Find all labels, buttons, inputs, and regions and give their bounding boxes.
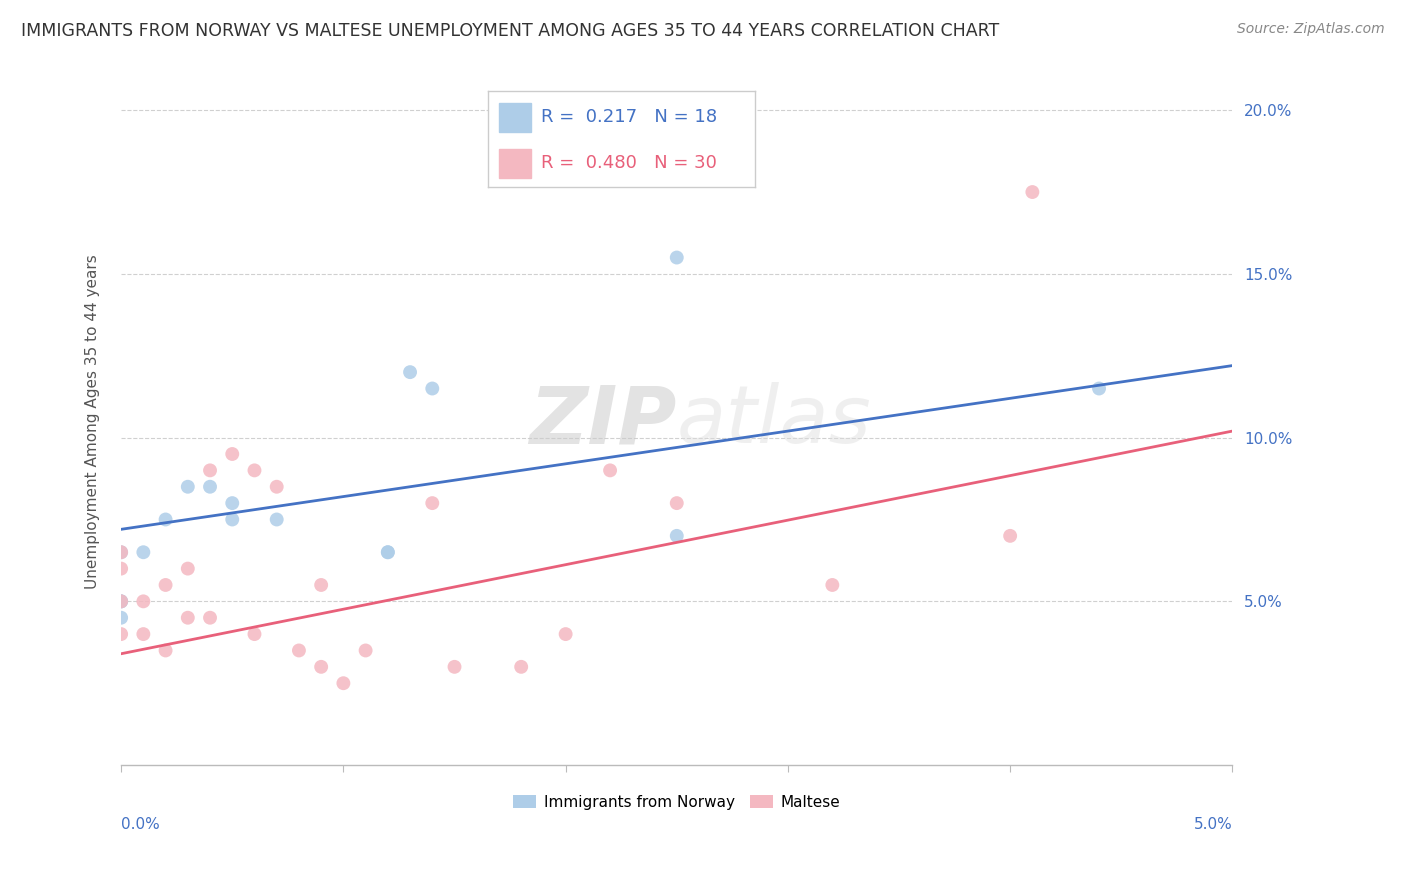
Point <box>132 627 155 641</box>
Text: 5.0%: 5.0% <box>1194 817 1233 832</box>
Point <box>288 643 311 657</box>
Point <box>554 627 576 641</box>
Point <box>198 611 221 625</box>
Point <box>198 480 221 494</box>
Point <box>665 251 688 265</box>
Point <box>110 545 132 559</box>
Point <box>420 496 443 510</box>
Point <box>243 627 266 641</box>
Text: IMMIGRANTS FROM NORWAY VS MALTESE UNEMPLOYMENT AMONG AGES 35 TO 44 YEARS CORRELA: IMMIGRANTS FROM NORWAY VS MALTESE UNEMPL… <box>21 22 1000 40</box>
Point <box>309 578 332 592</box>
Point <box>243 463 266 477</box>
Text: Source: ZipAtlas.com: Source: ZipAtlas.com <box>1237 22 1385 37</box>
Point <box>998 529 1021 543</box>
Text: atlas: atlas <box>676 383 872 460</box>
Point <box>110 594 132 608</box>
Point <box>177 480 200 494</box>
Point <box>155 643 177 657</box>
Point <box>332 676 354 690</box>
Point <box>155 578 177 592</box>
Point <box>266 480 288 494</box>
Point <box>821 578 844 592</box>
Point <box>665 496 688 510</box>
Point <box>354 643 377 657</box>
Point <box>198 463 221 477</box>
Point <box>377 545 399 559</box>
Point <box>510 660 533 674</box>
Point <box>420 382 443 396</box>
Point <box>1088 382 1111 396</box>
Point <box>665 529 688 543</box>
Point <box>377 545 399 559</box>
Point <box>110 561 132 575</box>
Point <box>110 594 132 608</box>
Point <box>599 463 621 477</box>
Point <box>221 447 243 461</box>
Point <box>155 512 177 526</box>
Point <box>177 611 200 625</box>
Point <box>132 545 155 559</box>
Point <box>110 627 132 641</box>
Point <box>110 594 132 608</box>
Point <box>132 594 155 608</box>
Point <box>110 545 132 559</box>
Legend: Immigrants from Norway, Maltese: Immigrants from Norway, Maltese <box>508 789 846 816</box>
Point <box>309 660 332 674</box>
Point <box>177 561 200 575</box>
Point <box>221 512 243 526</box>
Y-axis label: Unemployment Among Ages 35 to 44 years: Unemployment Among Ages 35 to 44 years <box>86 254 100 589</box>
Text: 0.0%: 0.0% <box>121 817 160 832</box>
Point <box>1021 185 1043 199</box>
Point <box>221 496 243 510</box>
Point <box>266 512 288 526</box>
Point <box>443 660 465 674</box>
Point <box>110 611 132 625</box>
Text: ZIP: ZIP <box>530 383 676 460</box>
Point <box>399 365 422 379</box>
